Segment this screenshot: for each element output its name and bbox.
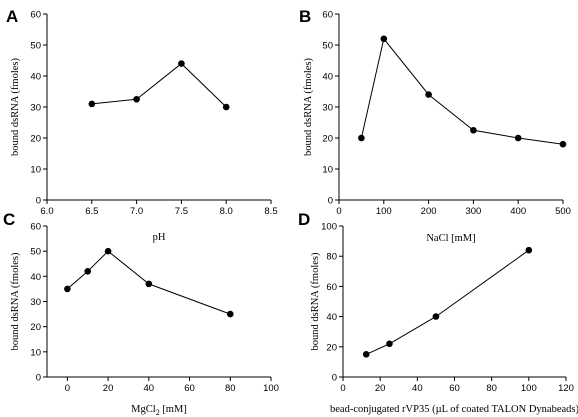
data-point xyxy=(88,100,96,108)
x-tick-label: 80 xyxy=(225,383,236,394)
y-tick-label: 60 xyxy=(322,10,333,21)
data-point xyxy=(145,280,153,288)
x-axis-label-main: pH xyxy=(153,232,166,243)
y-tick-label: 40 xyxy=(322,72,333,83)
data-point xyxy=(84,268,92,275)
series-line-d xyxy=(365,249,530,355)
series-line-b xyxy=(360,37,564,145)
y-tick-label: 20 xyxy=(322,134,333,145)
y-axis-label: bound dsRNA (fmoles) xyxy=(303,58,314,157)
y-tick-label: 40 xyxy=(326,312,337,323)
data-point xyxy=(133,95,140,103)
y-tick-label: 30 xyxy=(322,103,333,114)
data-point xyxy=(432,313,440,320)
y-tick-label: 30 xyxy=(30,103,41,114)
y-tick-label: 80 xyxy=(326,252,337,263)
y-tick-label: 0 xyxy=(36,373,41,384)
data-point xyxy=(362,351,370,358)
x-tick-label: 6.0 xyxy=(40,206,53,217)
data-point xyxy=(559,140,567,148)
x-tick-label: 40 xyxy=(412,383,423,394)
x-tick-label: 40 xyxy=(144,383,155,394)
panel-d: D 0 20 40 60 80 100 0 20 40 60 80 100 120 bead-conjuga… xyxy=(298,210,578,415)
x-tick-label: 60 xyxy=(449,383,460,394)
data-point xyxy=(358,134,365,142)
x-axis-label: NaCl [mM] xyxy=(426,233,475,244)
data-point xyxy=(64,285,71,293)
y-tick-label: 60 xyxy=(30,222,41,233)
y-tick-label: 50 xyxy=(30,41,41,52)
x-axis-label: bead-conjugated rVP35 (µL of coated TALO… xyxy=(330,404,578,415)
panel-b: B 0 10 20 30 40 50 60 0 100 200 300 400 500 NaCl [mM] b… xyxy=(299,7,571,244)
data-point xyxy=(386,340,393,348)
x-tick-label: 100 xyxy=(521,383,537,394)
x-tick-label: 8.0 xyxy=(220,206,233,217)
panel-letter-b: B xyxy=(299,7,311,26)
y-tick-label: 30 xyxy=(30,297,41,308)
data-point xyxy=(178,60,185,67)
data-point xyxy=(226,310,234,318)
x-tick-label: 7.5 xyxy=(175,206,188,217)
x-tick-label: 0 xyxy=(336,206,341,217)
x-tick-label: 0 xyxy=(340,383,345,394)
y-tick-label: 10 xyxy=(322,165,333,176)
x-tick-label: 60 xyxy=(184,383,195,394)
data-point xyxy=(525,246,533,254)
x-tick-label: 120 xyxy=(558,383,574,394)
x-tick-label: 80 xyxy=(486,383,497,394)
y-tick-label: 40 xyxy=(30,272,41,283)
y-tick-label: 50 xyxy=(322,41,333,52)
x-tick-label: 100 xyxy=(263,383,279,394)
data-point xyxy=(514,134,522,142)
y-tick-label: 60 xyxy=(30,10,41,21)
y-axis-label: bound dsRNA (fmoles) xyxy=(10,252,21,351)
x-tick-label: 8.5 xyxy=(264,206,277,217)
x-axis-label: pH xyxy=(153,232,166,243)
panel-letter-c: C xyxy=(3,210,15,229)
x-tick-label: 7.0 xyxy=(130,206,143,217)
x-axis-label-subscript: 2 xyxy=(156,408,160,417)
x-tick-label: 200 xyxy=(421,206,437,217)
x-tick-label: 100 xyxy=(376,206,392,217)
y-tick-label: 0 xyxy=(328,196,333,207)
data-point xyxy=(222,103,230,111)
x-axis-label: MgCl2 [mM] xyxy=(131,404,187,417)
x-tick-label: 6.5 xyxy=(85,206,98,217)
y-tick-label: 10 xyxy=(30,347,41,358)
x-tick-label: 20 xyxy=(103,383,114,394)
y-tick-label: 60 xyxy=(326,282,337,293)
x-tick-label: 300 xyxy=(465,206,481,217)
data-point xyxy=(380,35,388,43)
y-tick-label: 0 xyxy=(36,196,41,207)
panel-letter-a: A xyxy=(6,7,18,26)
series-line-a xyxy=(91,62,227,108)
panel-c: C 0 10 20 30 40 50 60 0 20 40 60 80 100 MgCl2 [mM] boun… xyxy=(3,210,279,417)
y-axis-label: bound dsRNA (fmoles) xyxy=(10,58,21,157)
y-tick-label: 20 xyxy=(30,134,41,145)
data-point xyxy=(470,126,477,134)
x-axis-label-main: bead-conjugated rVP35 (µL of coated TALO… xyxy=(330,404,578,415)
x-axis-label-main: NaCl [mM] xyxy=(426,233,475,244)
x-tick-label: 20 xyxy=(375,383,386,394)
data-point xyxy=(425,91,432,98)
data-point xyxy=(104,247,112,255)
y-tick-label: 0 xyxy=(332,373,337,384)
x-axis-label-suffix: [mM] xyxy=(160,404,187,415)
panel-letter-d: D xyxy=(298,210,310,229)
y-tick-label: 40 xyxy=(30,72,41,83)
y-axis-label: bound dsRNA (fmoles) xyxy=(310,252,321,351)
panel-a: A 0 10 20 30 40 50 60 6.0 6.5 7.0 7.5 8.0 8.5 pH bound … xyxy=(6,7,278,243)
x-axis-label-main: MgCl xyxy=(131,404,156,415)
x-tick-label: 500 xyxy=(555,206,571,217)
y-tick-label: 100 xyxy=(321,222,337,233)
y-tick-label: 20 xyxy=(30,322,41,333)
y-tick-label: 20 xyxy=(326,342,337,353)
x-tick-label: 0 xyxy=(65,383,70,394)
x-tick-label: 400 xyxy=(510,206,526,217)
y-tick-label: 10 xyxy=(30,165,41,176)
y-tick-label: 50 xyxy=(30,247,41,258)
